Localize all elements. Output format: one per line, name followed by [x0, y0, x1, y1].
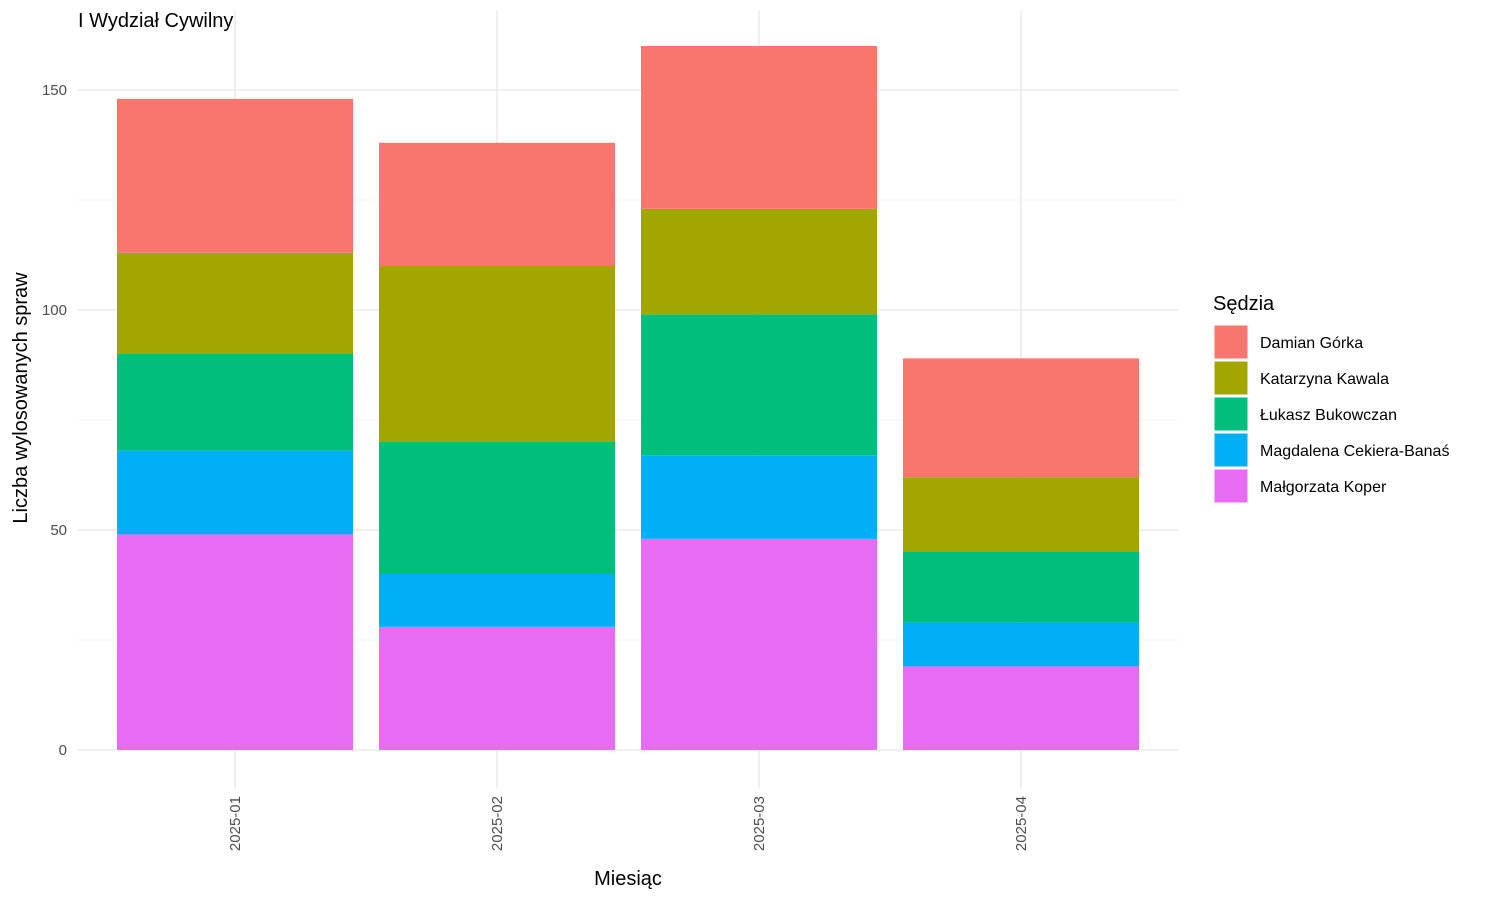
y-tick-label: 0 [59, 742, 67, 759]
bar-segment [379, 626, 615, 750]
legend: Damian Górka Katarzyna Kawala Łukasz Bukow… [1213, 324, 1449, 504]
y-axis-title: Liczba wylosowanych spraw [10, 272, 32, 524]
bar-segment [379, 442, 615, 574]
bar-segment [117, 98, 353, 253]
bar-segment [903, 358, 1139, 478]
legend-label: Małgorzata Koper [1260, 479, 1387, 496]
legend-swatch [1213, 468, 1249, 504]
bar-segment [117, 450, 353, 535]
bar-segment [903, 477, 1139, 552]
bar-segment [641, 455, 877, 539]
y-axis: 0 50 100 150 [42, 82, 67, 759]
legend-swatch [1213, 360, 1249, 396]
legend-item: Katarzyna Kawala [1213, 360, 1389, 396]
bars-layer [117, 46, 1139, 750]
bar-segment [379, 266, 615, 442]
legend-swatch [1213, 396, 1249, 432]
bar-segment [117, 252, 353, 354]
bar-segment [903, 552, 1139, 623]
bar-segment [641, 208, 877, 315]
legend-item: Łukasz Bukowczan [1213, 396, 1397, 432]
bar-segment [641, 46, 877, 209]
legend-title: Sędzia [1213, 293, 1275, 315]
legend-label: Łukasz Bukowczan [1260, 407, 1397, 424]
x-axis: 2025-01 2025-02 2025-03 2025-04 [227, 796, 1030, 851]
legend-label: Magdalena Cekiera-Banaś [1260, 443, 1449, 460]
y-tick-label: 50 [50, 522, 67, 539]
bar-segment [903, 666, 1139, 750]
x-tick-label: 2025-01 [227, 796, 244, 851]
legend-item: Damian Górka [1213, 324, 1363, 360]
y-tick-label: 150 [42, 82, 67, 99]
x-tick-label: 2025-04 [1013, 796, 1030, 851]
legend-label: Katarzyna Kawala [1260, 371, 1389, 388]
bar-segment [641, 538, 877, 750]
y-tick-label: 100 [42, 302, 67, 319]
x-axis-title: Miesiąc [594, 868, 662, 890]
x-tick-label: 2025-02 [489, 796, 506, 851]
x-tick-label: 2025-03 [751, 796, 768, 851]
bar-segment [641, 314, 877, 456]
legend-swatch [1213, 432, 1249, 468]
bar-segment [379, 142, 615, 266]
chart-title: I Wydział Cywilny [78, 10, 233, 32]
legend-item: Magdalena Cekiera-Banaś [1213, 432, 1449, 468]
bar-segment [379, 574, 615, 627]
legend-label: Damian Górka [1260, 335, 1363, 352]
bar-segment [117, 354, 353, 451]
bar-segment [117, 534, 353, 750]
legend-swatch [1213, 324, 1249, 360]
legend-item: Małgorzata Koper [1213, 468, 1387, 504]
bar-segment [903, 622, 1139, 667]
